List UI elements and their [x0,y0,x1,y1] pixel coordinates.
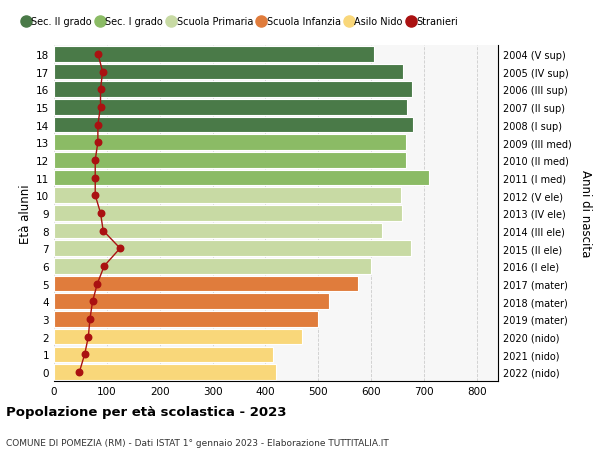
Bar [54,65,403,80]
Bar [54,347,274,362]
Y-axis label: Anni di nascita: Anni di nascita [578,170,592,257]
Bar [54,82,412,98]
Point [98,227,108,235]
Point [92,280,102,288]
Text: Popolazione per età scolastica - 2023: Popolazione per età scolastica - 2023 [6,405,287,419]
Bar [54,224,382,239]
Point [85,316,95,323]
Point [96,86,106,94]
Bar [54,329,302,345]
Bar [54,241,411,257]
Point [93,122,103,129]
Point [96,210,106,217]
Point [93,51,103,58]
Point [115,245,125,252]
Bar [54,135,406,151]
Bar [54,47,374,62]
Point [83,333,93,341]
Point [98,69,107,76]
Bar [54,206,402,221]
Bar [54,100,407,115]
Point [100,263,109,270]
Bar [54,118,413,133]
Bar [54,364,276,380]
Point [80,351,89,358]
Bar [54,312,318,327]
Bar [54,170,429,186]
Point [96,104,106,111]
Legend: Sec. II grado, Sec. I grado, Scuola Primaria, Scuola Infanzia, Asilo Nido, Stran: Sec. II grado, Sec. I grado, Scuola Prim… [23,17,458,27]
Text: COMUNE DI POMEZIA (RM) - Dati ISTAT 1° gennaio 2023 - Elaborazione TUTTITALIA.IT: COMUNE DI POMEZIA (RM) - Dati ISTAT 1° g… [6,438,389,447]
Bar [54,294,329,309]
Bar [54,258,371,274]
Bar [54,188,401,203]
Y-axis label: Età alunni: Età alunni [19,184,32,243]
Point [74,369,84,376]
Point [91,192,100,200]
Point [93,139,103,146]
Bar [54,276,358,292]
Point [91,157,100,164]
Bar [54,153,406,168]
Point [88,298,97,305]
Point [91,174,100,182]
